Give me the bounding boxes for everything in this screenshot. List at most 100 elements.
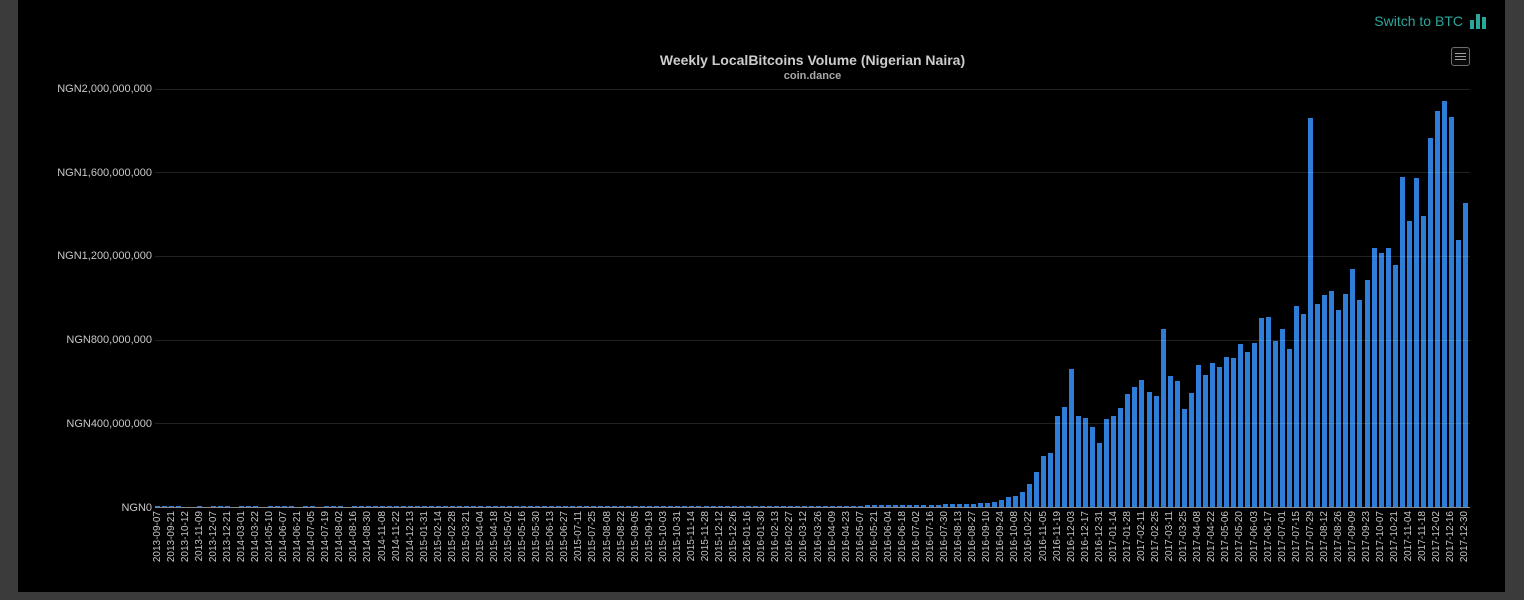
volume-bar[interactable] <box>1005 497 1011 508</box>
volume-bar[interactable] <box>879 505 885 508</box>
volume-bar[interactable] <box>1385 247 1391 508</box>
volume-bar[interactable] <box>858 505 864 508</box>
volume-bar[interactable] <box>1244 351 1250 508</box>
volume-bar[interactable] <box>928 504 934 508</box>
volume-bar[interactable] <box>288 506 294 508</box>
volume-bar[interactable] <box>935 504 941 508</box>
volume-bar[interactable] <box>1083 418 1089 508</box>
volume-bar[interactable] <box>1448 116 1454 508</box>
volume-bar[interactable] <box>970 503 976 508</box>
volume-bar[interactable] <box>583 506 589 508</box>
volume-bar[interactable] <box>654 506 660 508</box>
volume-bar[interactable] <box>1111 416 1117 508</box>
volume-bar[interactable] <box>485 506 491 508</box>
volume-bar[interactable] <box>1322 295 1328 508</box>
volume-bar[interactable] <box>1266 317 1272 508</box>
volume-bar[interactable] <box>1012 495 1018 508</box>
volume-bar[interactable] <box>394 506 400 508</box>
volume-bar[interactable] <box>372 506 378 508</box>
volume-bar[interactable] <box>1336 309 1342 508</box>
volume-bar[interactable] <box>281 506 287 508</box>
volume-bar[interactable] <box>766 506 772 508</box>
volume-bar[interactable] <box>1364 279 1370 508</box>
volume-bar[interactable] <box>1230 358 1236 508</box>
volume-bar[interactable] <box>499 506 505 508</box>
volume-bar[interactable] <box>1160 329 1166 508</box>
volume-bar[interactable] <box>1034 471 1039 508</box>
volume-bar[interactable] <box>1462 202 1468 508</box>
volume-bar[interactable] <box>1076 415 1082 508</box>
volume-bar[interactable] <box>851 505 857 508</box>
volume-bar[interactable] <box>555 506 561 508</box>
volume-bar[interactable] <box>548 506 554 508</box>
volume-bar[interactable] <box>872 505 878 508</box>
volume-bar[interactable] <box>921 504 927 508</box>
volume-bar[interactable] <box>1427 138 1433 508</box>
volume-bar[interactable] <box>619 506 625 508</box>
volume-bar[interactable] <box>534 506 540 508</box>
volume-bar[interactable] <box>1441 100 1447 508</box>
volume-bar[interactable] <box>358 506 364 508</box>
volume-bar[interactable] <box>471 506 477 508</box>
volume-bar[interactable] <box>1062 407 1068 508</box>
volume-bar[interactable] <box>893 505 899 508</box>
volume-bar[interactable] <box>176 506 182 508</box>
volume-bar[interactable] <box>731 506 737 508</box>
volume-bar[interactable] <box>1055 415 1061 508</box>
volume-bar[interactable] <box>562 506 568 508</box>
volume-bar[interactable] <box>1392 264 1398 508</box>
volume-bar[interactable] <box>710 506 716 508</box>
volume-bar[interactable] <box>1216 367 1222 508</box>
volume-bar[interactable] <box>415 506 421 508</box>
volume-bar[interactable] <box>408 506 414 508</box>
volume-bar[interactable] <box>780 506 786 508</box>
volume-bar[interactable] <box>605 506 611 508</box>
volume-bar[interactable] <box>1434 110 1440 508</box>
volume-bar[interactable] <box>640 506 646 508</box>
volume-bar[interactable] <box>365 506 371 508</box>
volume-bar[interactable] <box>1294 305 1300 508</box>
volume-bar[interactable] <box>907 504 913 508</box>
volume-bar[interactable] <box>1378 252 1384 508</box>
volume-bar[interactable] <box>1139 380 1145 508</box>
volume-bar[interactable] <box>443 506 449 508</box>
volume-bar[interactable] <box>675 506 681 508</box>
volume-bar[interactable] <box>1132 386 1138 508</box>
volume-bar[interactable] <box>689 506 695 508</box>
volume-bar[interactable] <box>612 506 618 508</box>
volume-bar[interactable] <box>949 504 955 508</box>
volume-bar[interactable] <box>801 506 807 508</box>
volume-bar[interactable] <box>1371 247 1377 508</box>
volume-bar[interactable] <box>429 506 435 508</box>
volume-bar[interactable] <box>752 506 758 508</box>
volume-bar[interactable] <box>492 506 498 508</box>
volume-bar[interactable] <box>422 506 428 508</box>
volume-bar[interactable] <box>837 505 843 508</box>
volume-bar[interactable] <box>703 506 709 508</box>
volume-bar[interactable] <box>1188 392 1194 508</box>
volume-bar[interactable] <box>351 506 357 508</box>
volume-bar[interactable] <box>450 506 456 508</box>
volume-bar[interactable] <box>239 506 245 508</box>
volume-bar[interactable] <box>1118 408 1124 508</box>
volume-bar[interactable] <box>1399 176 1405 508</box>
volume-bar[interactable] <box>808 505 814 508</box>
volume-bar[interactable] <box>984 502 990 508</box>
volume-bar[interactable] <box>1153 395 1159 508</box>
volume-bar[interactable] <box>1308 117 1314 508</box>
volume-bar[interactable] <box>1209 363 1215 508</box>
volume-bar[interactable] <box>309 506 315 508</box>
volume-bar[interactable] <box>1406 221 1412 508</box>
volume-bar[interactable] <box>1287 348 1293 508</box>
volume-bar[interactable] <box>225 506 231 508</box>
volume-bar[interactable] <box>1090 426 1096 508</box>
volume-bar[interactable] <box>914 504 920 508</box>
volume-bar[interactable] <box>1329 290 1335 508</box>
volume-bar[interactable] <box>380 506 386 508</box>
volume-bar[interactable] <box>794 506 800 508</box>
volume-bar[interactable] <box>647 506 653 508</box>
volume-bar[interactable] <box>155 506 160 508</box>
volume-bar[interactable] <box>1202 374 1208 508</box>
volume-bar[interactable] <box>1104 419 1110 508</box>
volume-bar[interactable] <box>1273 341 1279 508</box>
